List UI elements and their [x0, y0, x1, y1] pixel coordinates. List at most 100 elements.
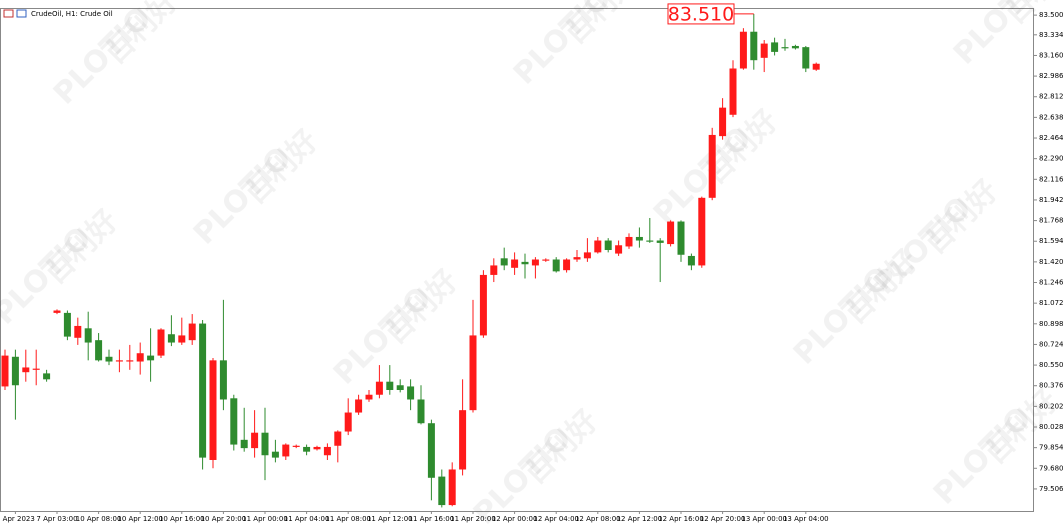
candle-body — [43, 373, 51, 380]
candle-body — [490, 265, 498, 275]
x-tick-label: 12 Apr 00:00 — [492, 515, 538, 523]
candle-body — [261, 432, 269, 456]
candle-body — [126, 360, 134, 362]
candle-body — [667, 221, 675, 245]
candle-body — [407, 386, 415, 400]
candle-body — [240, 439, 248, 449]
candle-body — [167, 334, 175, 343]
candle-body — [739, 31, 747, 69]
y-tick-label: 82.638 — [1039, 113, 1063, 121]
candle-body — [646, 240, 654, 242]
x-tick-label: 12 Apr 12:00 — [617, 515, 663, 523]
chart-title: CrudeOil, H1: Crude Oil — [31, 10, 113, 18]
candle-body — [615, 245, 623, 254]
candle-body — [282, 444, 290, 457]
x-tick-label: 6 Apr 2023 — [0, 515, 35, 523]
x-tick-label: 12 Apr 04:00 — [533, 515, 579, 523]
y-tick-label: 82.812 — [1039, 93, 1063, 101]
y-tick-label: 79.506 — [1039, 485, 1063, 493]
x-tick-label: 11 Apr 04:00 — [284, 515, 330, 523]
x-tick-label: 11 Apr 20:00 — [450, 515, 496, 523]
candle-body — [448, 469, 456, 506]
x-tick-label: 10 Apr 08:00 — [76, 515, 122, 523]
candle-body — [625, 236, 633, 247]
candle-body — [199, 323, 207, 458]
candle-body — [479, 274, 487, 336]
x-tick-label: 12 Apr 16:00 — [658, 515, 704, 523]
candle-body — [698, 197, 706, 266]
x-tick-label: 11 Apr 00:00 — [242, 515, 288, 523]
candle-body — [656, 240, 664, 243]
y-tick-label: 80.550 — [1039, 361, 1063, 369]
candle-body — [63, 312, 71, 337]
candle-body — [417, 399, 425, 424]
candle-body — [583, 252, 591, 259]
candle-body — [719, 107, 727, 137]
y-tick-label: 81.072 — [1039, 299, 1063, 307]
candle-body — [500, 258, 508, 266]
candle-body — [53, 310, 61, 313]
candle-body — [802, 47, 810, 69]
y-tick-label: 81.768 — [1039, 217, 1063, 225]
candle-body — [147, 355, 155, 361]
x-tick-label: 12 Apr 08:00 — [575, 515, 621, 523]
candle-body — [604, 240, 612, 251]
candle-body — [781, 47, 789, 49]
candle-body — [74, 325, 82, 338]
candle-body — [563, 259, 571, 271]
x-tick-label: 10 Apr 20:00 — [201, 515, 247, 523]
candle-body — [209, 360, 217, 460]
candle-body — [22, 367, 30, 373]
y-tick-label: 80.724 — [1039, 340, 1063, 348]
x-tick-label: 7 Apr 03:00 — [36, 515, 77, 523]
x-tick-label: 13 Apr 04:00 — [783, 515, 829, 523]
candle-body — [469, 335, 477, 411]
y-tick-label: 81.246 — [1039, 279, 1063, 287]
symbol-icons — [3, 9, 27, 18]
candle-body — [677, 221, 685, 255]
candle-body — [115, 360, 123, 362]
x-tick-label: 11 Apr 12:00 — [367, 515, 413, 523]
x-tick-label: 10 Apr 12:00 — [117, 515, 163, 523]
candle-body — [531, 259, 539, 266]
candle-body — [32, 368, 40, 370]
candle-body — [303, 446, 311, 452]
candle-body — [11, 356, 19, 386]
plot-frame — [0, 8, 1034, 512]
y-tick-label: 82.116 — [1039, 175, 1063, 183]
x-tick-label: 11 Apr 16:00 — [409, 515, 455, 523]
candle-body — [219, 360, 227, 400]
candle-body — [729, 68, 737, 115]
y-tick-label: 83.500 — [1039, 11, 1063, 19]
candle-body — [791, 45, 799, 49]
candle-body — [594, 240, 602, 253]
candle-body — [573, 257, 581, 260]
price-label: 83.510 — [668, 3, 734, 25]
y-tick-label: 80.202 — [1039, 402, 1063, 410]
candle-body — [323, 446, 331, 456]
x-tick-label: 10 Apr 16:00 — [159, 515, 205, 523]
candle-body — [542, 259, 550, 261]
y-tick-label: 80.898 — [1039, 320, 1063, 328]
y-tick-label: 83.334 — [1039, 31, 1063, 39]
candle-body — [292, 445, 300, 447]
candle-body — [251, 432, 259, 449]
candle-body — [750, 31, 758, 61]
candle-body — [375, 381, 383, 395]
x-tick-label: 13 Apr 00:00 — [741, 515, 787, 523]
candle-body — [635, 236, 643, 241]
candle-body — [313, 446, 321, 450]
price-label-box — [667, 3, 735, 25]
y-tick-label: 81.942 — [1039, 196, 1063, 204]
candle-body — [344, 412, 352, 432]
candle-body — [552, 259, 560, 272]
candle-body — [178, 335, 186, 343]
y-tick-label: 82.290 — [1039, 155, 1063, 163]
candle-body — [812, 63, 820, 70]
candle-body — [136, 353, 144, 362]
y-tick-label: 82.986 — [1039, 72, 1063, 80]
candle-body — [760, 43, 768, 58]
y-tick-label: 82.464 — [1039, 134, 1063, 142]
candle-body — [511, 259, 519, 268]
